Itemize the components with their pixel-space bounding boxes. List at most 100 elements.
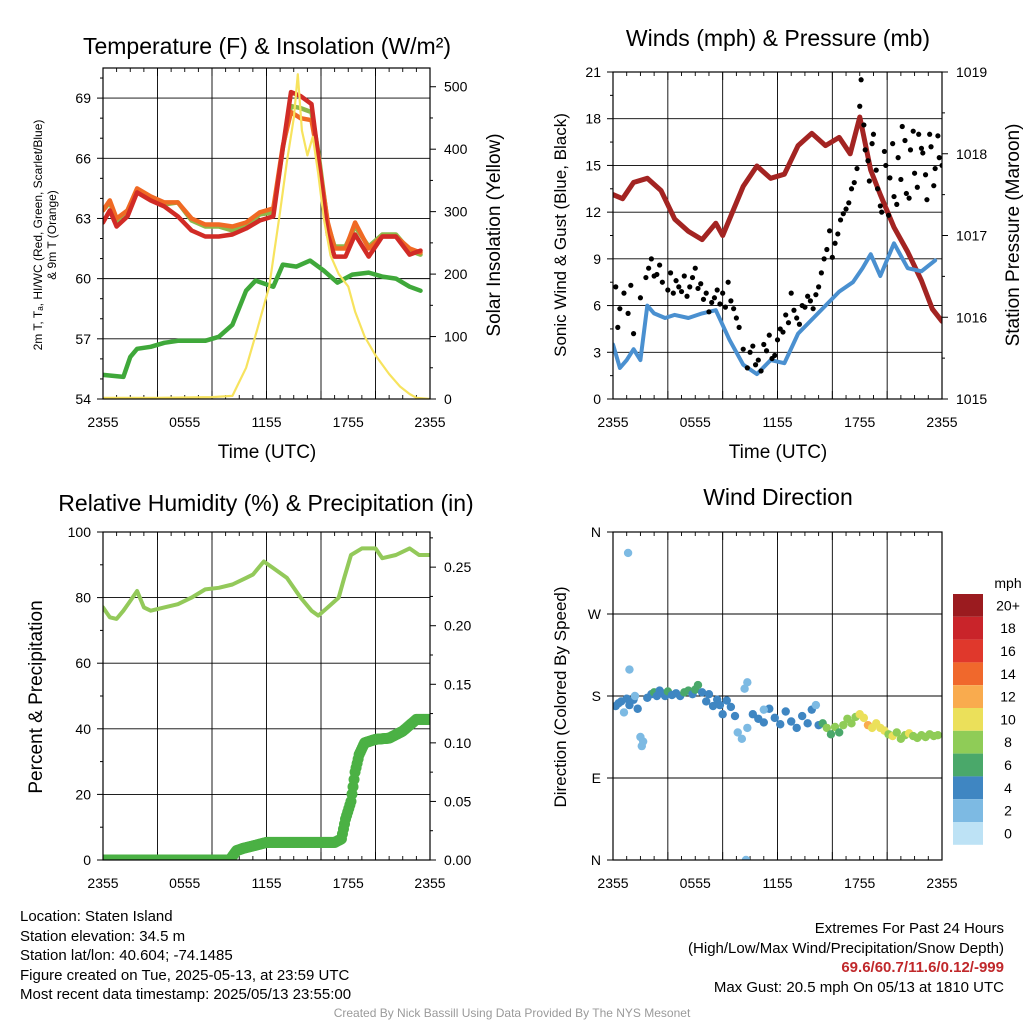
gust-point [725, 279, 731, 285]
x-tick-label: 1755 [333, 875, 364, 891]
y-tick-label: S [592, 688, 601, 704]
direction-point [733, 728, 742, 737]
y-tick-label: 63 [75, 210, 91, 226]
figure-created: Figure created on Tue, 2025-05-13, at 23… [20, 966, 350, 984]
gust-point [854, 165, 860, 172]
y2-tick-label: 1015 [956, 391, 987, 407]
humidity-ylabel-left: Percent & Precipitation [26, 600, 47, 793]
gust-point [628, 282, 634, 288]
temperature-ylabel-left-line1: 2m T, Tₐ, HI/WC (Red, Green, Scarlet/Blu… [31, 120, 45, 351]
x-tick-label: 2355 [597, 414, 628, 430]
gust-point [862, 147, 868, 153]
gust-point [728, 298, 734, 304]
gust-point [891, 193, 897, 200]
temperature-series-line [103, 103, 423, 257]
gust-point [796, 321, 803, 327]
y-tick-label: 60 [75, 655, 91, 671]
gust-point [758, 368, 764, 374]
direction-point [697, 688, 707, 697]
y-tick-label: 0 [593, 391, 601, 407]
gust-point [621, 290, 627, 296]
y2-tick-label: 200 [444, 266, 468, 282]
direction-ylabel-left: Direction (Colored By Speed) [551, 586, 570, 807]
gust-point [832, 240, 838, 246]
y-tick-label: 18 [585, 111, 601, 127]
gust-point [918, 145, 925, 151]
gust-point [858, 77, 864, 83]
gust-point [783, 312, 789, 318]
gust-point [717, 301, 723, 307]
gust-point [720, 290, 726, 296]
y-tick-label: 12 [585, 204, 601, 220]
gust-point [670, 290, 676, 296]
gust-point [752, 362, 759, 368]
gust-point [648, 256, 654, 262]
precip-marker [423, 713, 430, 725]
humidity-title: Relative Humidity (%) & Precipitation (i… [58, 490, 473, 516]
gust-point [615, 324, 621, 330]
legend-swatch [953, 708, 983, 731]
legend-swatch [953, 822, 983, 845]
y2-tick-label: 0.05 [444, 793, 471, 809]
y-tick-label: 3 [593, 344, 601, 360]
x-tick-label: 2355 [414, 875, 445, 891]
direction-point [822, 723, 832, 733]
gust-point [774, 337, 781, 343]
gust-point [676, 284, 682, 290]
y-tick-label: 21 [585, 64, 601, 80]
gust-point [740, 346, 746, 352]
legend-label: 12 [1000, 689, 1016, 705]
x-tick-label: 1155 [762, 875, 792, 891]
speed-legend: mph 20+ 18 16 14 12 10 8 6 4 2 0 [953, 575, 1022, 845]
gust-point [711, 295, 718, 301]
direction-point [708, 701, 718, 711]
x-tick-label: 1755 [844, 875, 875, 891]
gust-point [791, 307, 797, 313]
gust-point [894, 201, 900, 207]
direction-point [619, 708, 629, 717]
direction-point [792, 723, 801, 733]
direction-point [702, 697, 711, 706]
y2-tick-label: 0.00 [444, 852, 471, 868]
recent-timestamp: Most recent data timestamp: 2025/05/13 2… [20, 986, 352, 1003]
gust-point [733, 315, 739, 321]
temperature-series-line [103, 89, 423, 259]
x-tick-label: 1155 [762, 414, 792, 430]
direction-point [637, 741, 646, 751]
legend-label: 16 [1000, 643, 1016, 659]
direction-point [730, 711, 740, 721]
gust-point [657, 262, 663, 268]
gust-point [843, 206, 849, 212]
gust-point [659, 279, 665, 285]
gust-point [848, 186, 855, 192]
humidity-frame [102, 531, 431, 861]
gust-point [805, 293, 811, 299]
gust-point [667, 270, 674, 276]
gust-point [879, 209, 885, 215]
station-latlon: Station lat/lon: 40.604; -74.1485 [20, 947, 233, 964]
extremes-fields: (High/Low/Max Wind/Precipitation/Snow De… [688, 939, 1004, 957]
gust-point [835, 231, 841, 237]
gust-point [898, 176, 904, 183]
gust-point [794, 315, 800, 321]
gust-point [922, 172, 929, 178]
gust-point [916, 131, 922, 137]
temperature-ylabel-right: Solar Insolation (Yellow) [484, 133, 505, 336]
direction-point [776, 720, 785, 729]
y2-tick-label: 1016 [956, 309, 987, 325]
winds-title: Winds (mph) & Pressure (mb) [626, 25, 930, 51]
y2-tick-label: 400 [444, 141, 468, 157]
gust-point [895, 155, 901, 161]
gust-point [769, 355, 775, 362]
gust-point [829, 254, 835, 260]
y-tick-label: 20 [75, 786, 91, 802]
winds-ylabel-right: Station Pressure (Maroon) [1003, 124, 1024, 347]
temperature-plot: 2355 0555 1155 1755 2355 54 57 60 63 66 69 0 100 200 3… [75, 67, 468, 430]
credit-line: Created By Nick Bassill Using Data Provi… [333, 1006, 691, 1020]
y2-tick-label: 0.15 [444, 676, 471, 692]
temperature-ylabel-left-line2: & 9m T (Orange) [45, 190, 59, 280]
x-tick-label: 2355 [597, 875, 628, 891]
legend-label: 0 [1004, 825, 1012, 841]
gust-point [665, 287, 671, 293]
legend-swatch [953, 799, 983, 822]
